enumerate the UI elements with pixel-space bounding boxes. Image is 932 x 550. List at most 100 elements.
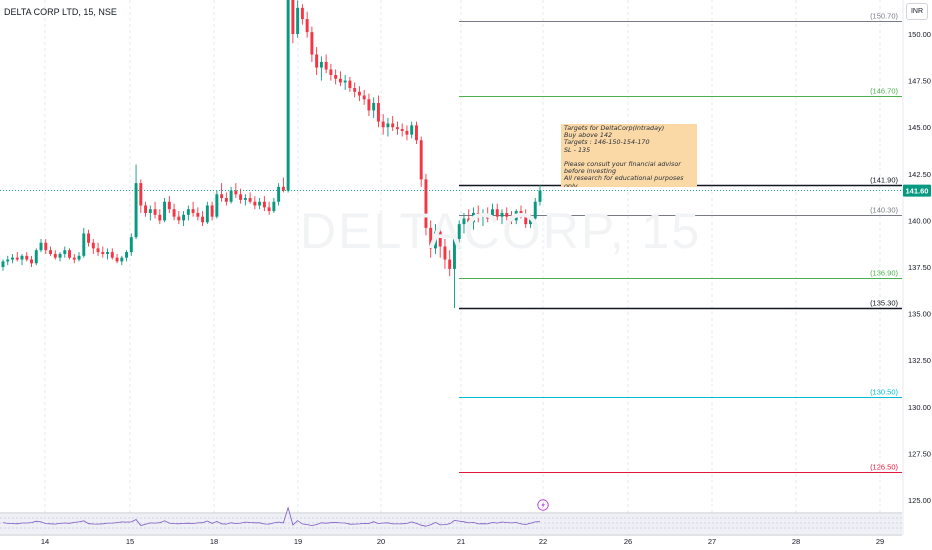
currency-button[interactable]: INR — [906, 3, 928, 20]
candle-body — [510, 216, 513, 221]
candle-body — [296, 7, 300, 35]
candle-body — [87, 233, 91, 243]
level-label: (146.70) — [870, 87, 898, 96]
candle-body — [305, 19, 309, 33]
candle-body — [172, 209, 176, 217]
candle-body — [177, 216, 181, 221]
price-tick-label: 125.00 — [908, 496, 931, 505]
candle-body — [68, 250, 72, 258]
candle-body — [205, 205, 209, 223]
time-tick-label: 21 — [457, 537, 465, 546]
candle-body — [495, 209, 499, 217]
symbol-title: DELTA CORP LTD, 15, NSE — [4, 7, 117, 17]
candle-body — [224, 198, 228, 202]
candle-body — [529, 218, 532, 225]
candle-body — [277, 186, 281, 202]
candle-body — [476, 212, 480, 217]
candle-body — [30, 259, 33, 264]
candle-body — [201, 216, 205, 223]
candle-body — [125, 252, 129, 258]
candle-body — [163, 201, 167, 221]
last-price-value: 141.60 — [906, 187, 929, 196]
candle-body — [11, 257, 14, 260]
candle-body — [367, 99, 371, 111]
price-tick-label: 127.50 — [908, 449, 931, 458]
indicator-pane — [0, 506, 902, 536]
candle-body — [329, 69, 333, 76]
time-tick-label: 26 — [624, 537, 632, 546]
candle-body — [457, 224, 461, 240]
price-tick-label: 145.00 — [908, 123, 931, 132]
candle-body — [20, 255, 24, 260]
level-label: (136.90) — [870, 269, 898, 278]
price-tick-label: 140.00 — [908, 216, 931, 225]
candle-body — [243, 198, 247, 200]
candle-body — [96, 248, 100, 253]
candle-body — [44, 242, 48, 251]
time-tick-label: 14 — [41, 537, 49, 546]
candle-body — [353, 88, 357, 92]
candle-body — [519, 211, 523, 215]
candle-body — [239, 194, 243, 200]
candle-body — [381, 121, 385, 128]
candle-body — [372, 102, 376, 111]
price-axis[interactable]: 175.00172.50170.00167.50165.00162.50160.… — [908, 0, 931, 505]
time-tick-label: 20 — [377, 537, 385, 546]
candle-body — [286, 0, 290, 191]
price-tick-label: 142.50 — [908, 170, 931, 179]
candle-body — [115, 257, 119, 262]
candle-body — [267, 207, 271, 212]
candle-body — [524, 214, 528, 225]
level-label: (141.90) — [870, 176, 898, 185]
chart-overlay: 141.60 — [0, 0, 931, 535]
candle-body — [505, 212, 509, 217]
candle-body — [63, 250, 67, 254]
lightning-icon[interactable] — [537, 499, 549, 511]
price-tick-label: 130.00 — [908, 403, 931, 412]
candle-body — [319, 61, 323, 68]
candle-body — [433, 231, 437, 249]
time-tick-label: 29 — [876, 537, 884, 546]
candle-body — [357, 91, 361, 96]
candle-body — [182, 214, 186, 221]
candle-body — [15, 257, 19, 260]
price-tick-label: 147.50 — [908, 77, 931, 86]
candle-body — [462, 218, 466, 225]
candle-body — [101, 252, 105, 254]
analysis-note[interactable]: Targets for DeltaCorp(Intraday) Buy abov… — [561, 124, 697, 187]
candle-body — [443, 246, 447, 260]
candle-body — [310, 32, 314, 55]
candle-body — [72, 257, 76, 260]
candle-body — [281, 186, 285, 191]
candle-body — [343, 80, 347, 83]
candle-body — [414, 125, 418, 141]
candle-body — [6, 259, 10, 262]
candle-body — [82, 233, 86, 256]
candle-body — [324, 61, 328, 70]
candle-body — [467, 218, 471, 223]
last-price-bg — [903, 184, 931, 197]
candle-body — [53, 253, 57, 258]
candle-body — [148, 209, 152, 213]
candle-body — [448, 259, 452, 269]
level-label: (140.30) — [870, 206, 898, 215]
candle-body — [158, 214, 162, 221]
candle-body — [196, 212, 200, 217]
candle-body — [39, 242, 43, 251]
candle-body — [334, 75, 338, 79]
candle-body — [424, 179, 428, 228]
time-tick-label: 18 — [210, 537, 218, 546]
time-tick-label: 28 — [792, 537, 800, 546]
candle-body — [315, 54, 319, 68]
candle-body — [391, 123, 395, 128]
candle-body — [153, 209, 157, 215]
candle-body — [376, 102, 380, 122]
indicator-line — [2, 506, 541, 527]
candle-body — [49, 250, 52, 254]
candle-body — [272, 201, 276, 212]
candle-body — [234, 190, 238, 195]
candle-body — [300, 7, 304, 20]
candle-body — [291, 0, 295, 34]
time-axis[interactable]: 14 15 18 19 20 21 22 26 27 28 29 — [41, 537, 884, 546]
